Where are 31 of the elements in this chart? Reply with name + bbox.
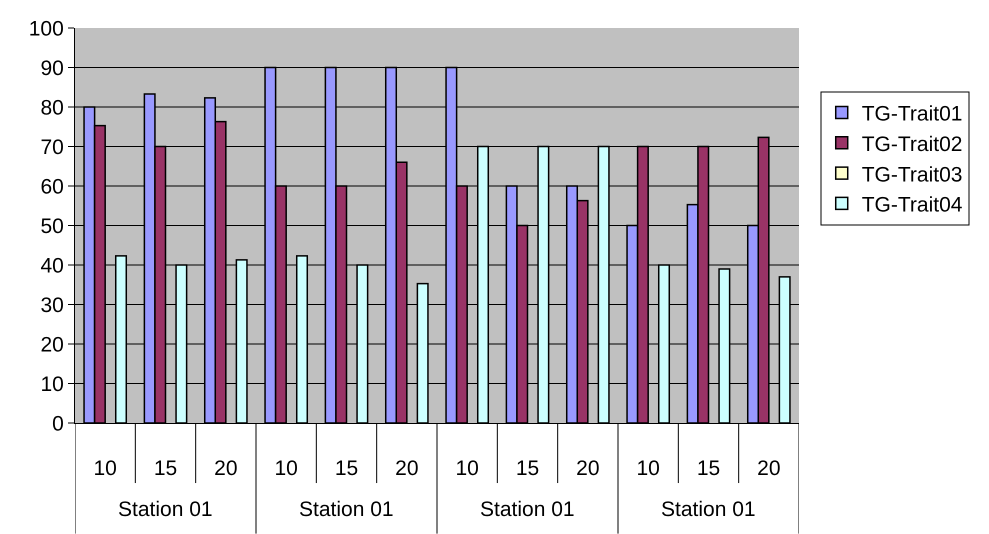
x-tick-label: 15 xyxy=(154,457,178,480)
y-tick-label: 70 xyxy=(40,136,64,159)
x-tick-label: 20 xyxy=(757,457,781,480)
y-tick-label: 40 xyxy=(40,254,64,278)
y-tick-label: 20 xyxy=(40,333,64,356)
legend-label: TG-Trait01 xyxy=(862,102,962,126)
x-tick-label: 20 xyxy=(576,457,600,480)
text: Station 01 xyxy=(661,498,756,521)
x-tick-label: 20 xyxy=(395,457,419,480)
y-tick-label: 100 xyxy=(28,17,64,40)
y-tick-label: 0 xyxy=(52,412,64,436)
y-tick-label: 30 xyxy=(40,294,64,317)
x-tick-label: 15 xyxy=(334,457,358,480)
y-tick-label: 90 xyxy=(40,56,64,80)
x-tick-label: 10 xyxy=(93,457,117,480)
x-tick-label: 15 xyxy=(696,457,720,480)
legend-label: TG-Trait02 xyxy=(862,132,962,156)
x-tick-label: 10 xyxy=(455,457,479,480)
y-tick-label: 10 xyxy=(40,372,64,396)
legend-label: TG-Trait03 xyxy=(862,163,962,186)
y-tick-label: 80 xyxy=(40,96,64,120)
x-tick-label: 10 xyxy=(274,457,298,480)
text: Station 01 xyxy=(480,498,575,521)
x-tick-label: 20 xyxy=(214,457,238,480)
text: Station 01 xyxy=(299,498,394,521)
x-tick-label: 10 xyxy=(636,457,660,480)
y-tick-label: 60 xyxy=(40,175,64,198)
legend-label: TG-Trait04 xyxy=(862,194,963,217)
x-tick-label: 15 xyxy=(516,457,540,480)
text: Station 01 xyxy=(118,498,213,521)
y-tick-label: 50 xyxy=(40,214,64,238)
